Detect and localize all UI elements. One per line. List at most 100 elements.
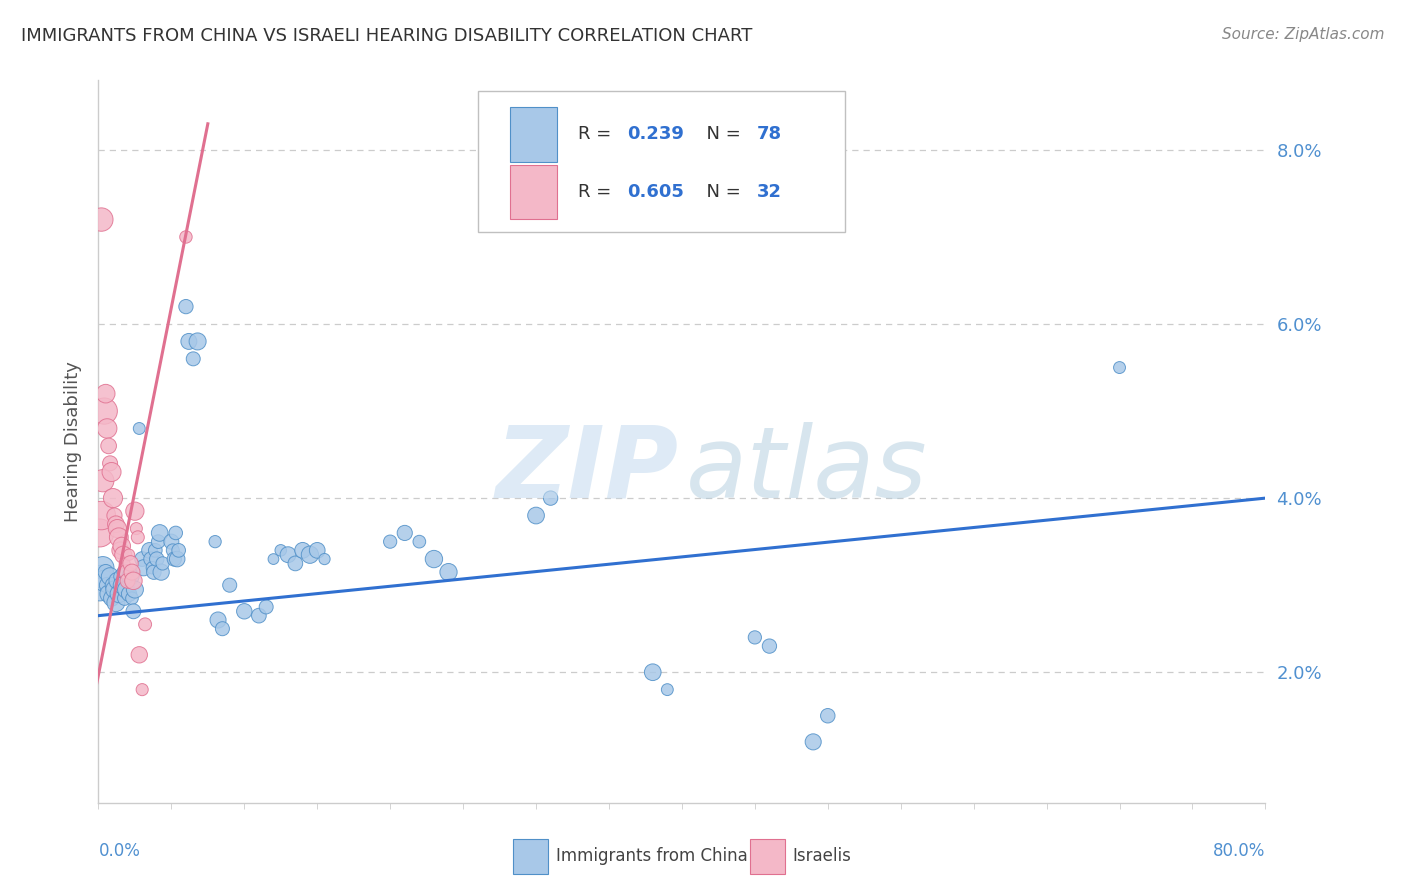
- Point: [437, 565, 460, 579]
- Point: [138, 543, 160, 558]
- Point: [394, 525, 416, 540]
- Point: [90, 212, 112, 227]
- Text: 0.0%: 0.0%: [98, 842, 141, 860]
- Point: [524, 508, 547, 523]
- Point: [110, 569, 132, 583]
- Point: [115, 582, 138, 597]
- Point: [817, 708, 839, 723]
- Text: N =: N =: [695, 183, 747, 202]
- Point: [314, 552, 336, 566]
- Point: [94, 386, 117, 401]
- Point: [270, 543, 292, 558]
- Point: [128, 421, 150, 435]
- Point: [174, 300, 197, 314]
- Point: [408, 534, 430, 549]
- Point: [139, 552, 162, 566]
- Point: [108, 530, 131, 544]
- Y-axis label: Hearing Disability: Hearing Disability: [63, 361, 82, 522]
- Point: [204, 534, 226, 549]
- Point: [124, 582, 146, 597]
- Point: [110, 543, 132, 558]
- Text: R =: R =: [578, 183, 617, 202]
- Point: [118, 548, 141, 562]
- Point: [112, 565, 135, 579]
- Point: [254, 599, 277, 614]
- Point: [111, 578, 134, 592]
- Text: 0.605: 0.605: [627, 183, 683, 202]
- Point: [218, 578, 240, 592]
- Point: [181, 351, 204, 366]
- Point: [148, 534, 170, 549]
- Point: [167, 543, 190, 558]
- Point: [117, 574, 139, 588]
- FancyBboxPatch shape: [478, 91, 845, 232]
- Point: [146, 552, 169, 566]
- Point: [100, 591, 122, 606]
- Text: Source: ZipAtlas.com: Source: ZipAtlas.com: [1222, 27, 1385, 42]
- Point: [91, 561, 114, 575]
- Point: [124, 504, 146, 518]
- Point: [89, 582, 111, 597]
- Point: [93, 404, 115, 418]
- Point: [233, 604, 256, 618]
- Text: Israelis: Israelis: [793, 847, 852, 865]
- Point: [540, 491, 562, 505]
- Point: [105, 522, 128, 536]
- Point: [166, 552, 188, 566]
- Point: [114, 591, 136, 606]
- Point: [380, 534, 402, 549]
- Point: [277, 548, 299, 562]
- Text: 78: 78: [756, 126, 782, 144]
- Point: [128, 648, 150, 662]
- Point: [298, 548, 321, 562]
- Point: [142, 565, 165, 579]
- Point: [134, 617, 156, 632]
- FancyBboxPatch shape: [749, 838, 785, 873]
- Point: [117, 574, 139, 588]
- Text: N =: N =: [695, 126, 747, 144]
- Point: [103, 508, 125, 523]
- Point: [104, 596, 127, 610]
- Point: [1108, 360, 1130, 375]
- Text: 32: 32: [756, 183, 782, 202]
- Text: IMMIGRANTS FROM CHINA VS ISRAELI HEARING DISABILITY CORRELATION CHART: IMMIGRANTS FROM CHINA VS ISRAELI HEARING…: [21, 27, 752, 45]
- FancyBboxPatch shape: [510, 107, 557, 161]
- FancyBboxPatch shape: [510, 165, 557, 219]
- Point: [143, 543, 166, 558]
- Point: [97, 439, 120, 453]
- Point: [758, 639, 780, 653]
- Point: [97, 587, 120, 601]
- Point: [120, 557, 142, 571]
- Point: [89, 525, 111, 540]
- Text: 80.0%: 80.0%: [1213, 842, 1265, 860]
- Point: [141, 561, 163, 575]
- Point: [90, 569, 112, 583]
- Point: [174, 230, 197, 244]
- Point: [90, 508, 112, 523]
- Point: [160, 534, 183, 549]
- Point: [131, 552, 153, 566]
- Point: [115, 565, 138, 579]
- Point: [307, 543, 329, 558]
- Point: [101, 578, 124, 592]
- Point: [121, 565, 143, 579]
- Point: [162, 543, 184, 558]
- Point: [127, 530, 149, 544]
- FancyBboxPatch shape: [513, 838, 548, 873]
- Point: [120, 569, 142, 583]
- Point: [98, 456, 121, 470]
- Point: [103, 582, 125, 597]
- Point: [423, 552, 446, 566]
- Point: [132, 561, 155, 575]
- Point: [104, 517, 127, 532]
- Point: [744, 631, 766, 645]
- Point: [207, 613, 229, 627]
- Text: ZIP: ZIP: [495, 422, 679, 519]
- Text: atlas: atlas: [685, 422, 927, 519]
- Point: [122, 574, 145, 588]
- Point: [96, 578, 118, 592]
- Point: [91, 474, 114, 488]
- Text: R =: R =: [578, 126, 617, 144]
- Point: [150, 565, 173, 579]
- Point: [112, 548, 135, 562]
